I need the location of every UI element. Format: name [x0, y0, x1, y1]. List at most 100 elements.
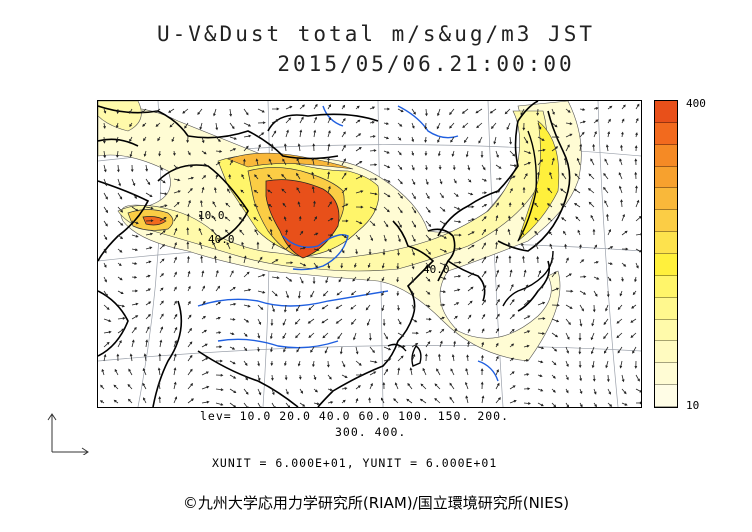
wind-vector — [467, 286, 474, 292]
wind-vector — [509, 269, 513, 278]
wind-vector — [117, 206, 124, 213]
wind-vector — [369, 220, 376, 227]
wind-vector — [187, 255, 190, 264]
wind-vector — [355, 190, 364, 194]
wind-vector — [299, 104, 305, 110]
wind-vector — [508, 202, 512, 208]
wind-vector — [355, 133, 362, 138]
wind-vector — [157, 367, 161, 376]
wind-vector — [201, 343, 208, 348]
wind-vector — [453, 233, 462, 237]
wind-vector — [201, 150, 207, 155]
wind-vector — [523, 269, 527, 278]
wind-vector — [551, 332, 559, 338]
wind-vector — [593, 107, 599, 110]
wind-vector — [117, 304, 126, 308]
wind-vector — [215, 402, 224, 406]
wind-vector — [215, 373, 224, 377]
wind-vector — [341, 158, 346, 166]
wind-vector — [439, 178, 443, 185]
wind-vector — [561, 217, 567, 222]
wind-vector — [145, 326, 150, 334]
wind-vector — [201, 285, 205, 292]
wind-vector — [129, 122, 133, 128]
wind-vector — [159, 192, 168, 196]
wind-vector — [157, 381, 161, 390]
wind-vector — [311, 171, 315, 180]
wind-vector — [270, 143, 274, 152]
wind-vector — [509, 357, 514, 362]
wind-vector — [355, 105, 360, 110]
wind-vector — [229, 374, 237, 379]
wind-vector — [226, 241, 231, 250]
wind-vector — [255, 158, 259, 166]
wind-vector — [593, 131, 597, 138]
wind-vector — [321, 304, 329, 310]
wind-vector — [339, 346, 343, 355]
wind-vector — [158, 150, 162, 157]
wind-vector — [257, 273, 266, 278]
wind-vector — [620, 144, 623, 152]
wind-vector — [534, 217, 539, 222]
wind-vector — [607, 246, 614, 250]
wind-vector — [117, 220, 124, 226]
wind-vector — [579, 374, 583, 382]
wind-vector — [618, 185, 623, 194]
wind-vector — [103, 248, 107, 254]
map-svg: 10.0 40.0 40.0 — [98, 101, 641, 407]
wind-vector — [173, 241, 177, 250]
wind-vector — [187, 300, 191, 306]
wind-vector — [381, 397, 385, 404]
wind-vector — [341, 219, 349, 223]
wind-vector — [397, 332, 405, 337]
wind-vector — [257, 388, 262, 396]
wind-vector — [634, 360, 638, 369]
wind-vector — [425, 341, 431, 348]
wind-vector — [481, 191, 488, 195]
wind-vector — [285, 276, 293, 282]
wind-vector — [424, 353, 428, 362]
wind-vector — [565, 346, 569, 354]
wind-vector — [355, 398, 359, 404]
wind-vector — [103, 353, 107, 362]
wind-vector — [579, 120, 586, 124]
wind-vector — [506, 122, 511, 131]
wind-vector — [268, 216, 273, 222]
wind-vector — [243, 388, 249, 395]
wind-vector — [607, 388, 611, 395]
wind-vector — [103, 234, 108, 241]
wind-vector — [299, 402, 306, 407]
wind-vector — [271, 130, 277, 138]
wind-vector — [537, 317, 546, 321]
wind-vector — [187, 164, 193, 168]
wind-vector — [534, 230, 539, 236]
wind-vector — [461, 108, 469, 114]
wind-vector — [200, 255, 204, 264]
wind-vector — [103, 330, 112, 334]
wind-vector — [268, 158, 273, 166]
wind-vector — [116, 164, 120, 173]
wind-vector — [425, 206, 431, 213]
wind-vector — [560, 203, 567, 208]
wind-vector — [467, 178, 472, 183]
wind-vector — [284, 374, 288, 381]
wind-vector — [198, 227, 203, 236]
wind-vector — [411, 150, 415, 156]
wind-vector — [523, 401, 531, 405]
wind-vector — [381, 290, 385, 297]
wind-vector — [257, 318, 262, 325]
wind-vector — [257, 121, 266, 125]
wind-vector — [127, 398, 133, 404]
wind-vector — [243, 318, 250, 323]
wind-vector — [453, 340, 456, 348]
wind-vector — [522, 122, 526, 131]
wind-vector — [257, 346, 260, 352]
wind-vector — [271, 242, 275, 250]
wind-vector — [313, 116, 317, 124]
wind-vector — [453, 247, 462, 251]
wind-vector — [411, 206, 417, 214]
wind-vector — [451, 150, 455, 157]
wind-vector — [495, 228, 498, 236]
colorbar-segment — [655, 275, 677, 298]
wind-vector — [565, 304, 573, 309]
